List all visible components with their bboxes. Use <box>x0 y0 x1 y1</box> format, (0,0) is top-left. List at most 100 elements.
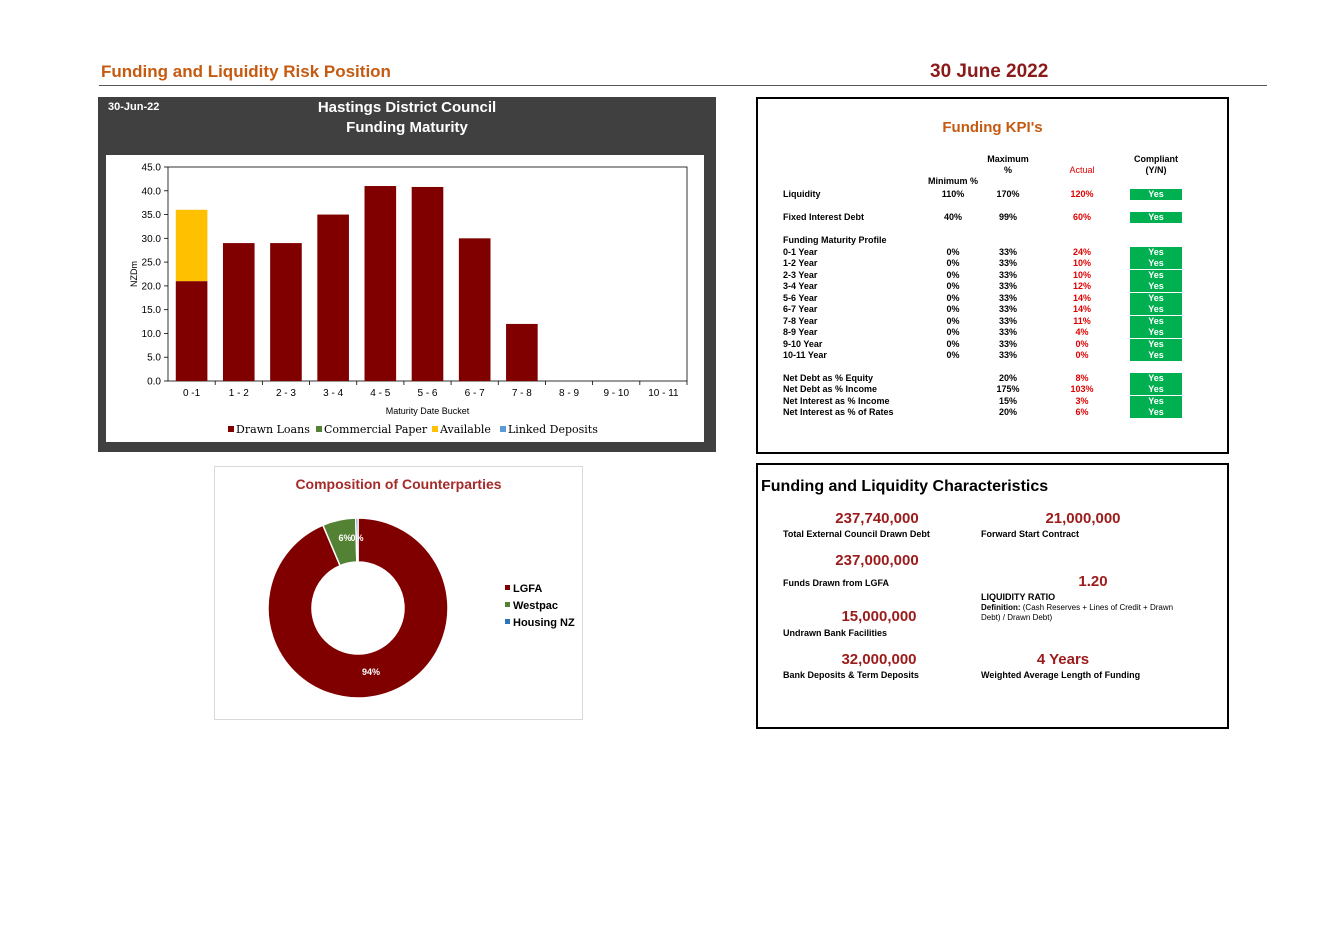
slice-data-label: 0% <box>350 533 363 543</box>
kpi-label: 2-3 Year <box>783 269 818 280</box>
kpi-max: 33% <box>998 292 1017 303</box>
liquidity-ratio-definition: Definition: (Cash Reserves + Lines of Cr… <box>981 603 1174 622</box>
total-debt-label: Total External Council Drawn Debt <box>783 529 930 539</box>
pie-legend-swatch <box>505 585 510 590</box>
kpi-profile-row: 3-4 Year 0% 33% 12% Yes <box>758 280 1227 292</box>
pie-legend-label: Housing NZ <box>513 617 575 629</box>
kpi-label: 5-6 Year <box>783 292 818 303</box>
kpi-label: 6-7 Year <box>783 304 818 314</box>
kpi-actual: 0% <box>1075 350 1089 360</box>
kpi-actual: 10% <box>1072 269 1091 280</box>
bar-available <box>175 209 208 282</box>
slice-lgfa <box>267 517 449 699</box>
kpi-min: 0% <box>946 281 960 291</box>
y-tick-label: 0.0 <box>147 377 161 388</box>
kpi-compliant-badge: Yes <box>1130 350 1182 361</box>
kpi-profile-row: 2-3 Year 0% 33% 10% Yes <box>758 269 1227 281</box>
undrawn-value: 15,000,000 <box>841 608 917 625</box>
kpi-min: 40% <box>943 212 962 222</box>
pie-legend-item: Housing NZ <box>505 617 575 629</box>
legend-item: Available <box>432 423 491 436</box>
slice-housing-nz <box>354 517 359 563</box>
kpi-compliant-badge: Yes <box>1130 372 1182 384</box>
x-tick-label: 2 - 3 <box>276 388 296 399</box>
characteristics-title: Funding and Liquidity Characteristics <box>761 478 1049 495</box>
kpi-actual: 10% <box>1072 258 1091 268</box>
kpi-max: 99% <box>998 212 1017 222</box>
y-tick-label: 5.0 <box>147 353 161 364</box>
kpi-actual: 3% <box>1075 395 1089 406</box>
x-tick-label: 0 -1 <box>183 388 201 399</box>
legend-swatch <box>316 426 322 432</box>
kpi-min: 0% <box>946 327 960 337</box>
kpi-profile-row: 7-8 Year 0% 33% 11% Yes <box>758 315 1227 327</box>
kpi-actual: 6% <box>1075 407 1089 417</box>
kpi-compliant-badge: Yes <box>1130 395 1182 407</box>
kpi-compliant-badge: Yes <box>1130 258 1182 269</box>
funding-maturity-profile-heading: Funding Maturity Profile <box>783 235 887 245</box>
funding-maturity-chart-panel: 30-Jun-22 Hastings District Council Fund… <box>98 97 716 452</box>
bar-drawn-loans <box>364 186 397 381</box>
kpi-compliant-badge: Yes <box>1130 327 1182 338</box>
kpi-header-min: Minimum % <box>927 176 978 186</box>
kpi-row: Liquidity 110% 170% 120% Yes <box>758 188 1227 200</box>
kpi-max: 33% <box>998 327 1017 337</box>
kpi-profile-row: 0-1 Year 0% 33% 24% Yes <box>758 246 1227 258</box>
kpi-label: 8-9 Year <box>783 327 818 337</box>
y-axis-label: NZDm <box>129 261 139 287</box>
bar-drawn-loans <box>270 243 302 381</box>
x-tick-label: 6 - 7 <box>465 388 485 399</box>
kpi-actual: 120% <box>1070 189 1094 199</box>
pie-legend-item: Westpac <box>505 600 558 612</box>
kpi-label: Net Debt as % Income <box>783 384 878 394</box>
liquidity-ratio-value: 1.20 <box>1078 573 1108 590</box>
pie-title: Composition of Counterparties <box>295 476 502 492</box>
lgfa-value: 237,000,000 <box>835 552 919 569</box>
kpi-max: 33% <box>998 338 1017 349</box>
legend-label: Linked Deposits <box>508 423 598 436</box>
kpi-max: 33% <box>998 304 1017 314</box>
kpi-debt-row: Net Debt as % Income 175% 103% Yes <box>758 383 1227 395</box>
kpi-actual: 12% <box>1072 281 1091 291</box>
kpi-compliant-badge: Yes <box>1130 212 1182 223</box>
kpi-debt-row: Net Interest as % of Rates 20% 6% Yes <box>758 406 1227 418</box>
legend-item: Linked Deposits <box>500 423 598 436</box>
kpi-title: Funding KPI's <box>942 119 1043 136</box>
kpi-max: 33% <box>998 269 1017 280</box>
bar-drawn-loans <box>506 323 538 381</box>
kpi-max: 33% <box>998 258 1017 268</box>
kpi-header-compliant: Compliant (Y/N) <box>1134 154 1178 175</box>
x-tick-label: 9 - 10 <box>603 388 629 399</box>
y-tick-label: 45.0 <box>142 163 162 174</box>
kpi-min: 0% <box>946 304 960 314</box>
kpi-label: 1-2 Year <box>783 258 818 268</box>
kpi-compliant-badge: Yes <box>1130 292 1182 304</box>
funding-maturity-bar-chart: 0.0 5.0 10.0 15.0 20.0 25.0 30.0 35.0 40.0 45.0 0 … <box>129 163 688 436</box>
kpi-actual: 8% <box>1075 372 1089 383</box>
liquidity-ratio-label: LIQUIDITY RATIO <box>981 592 1056 602</box>
kpi-min: 0% <box>946 269 960 280</box>
y-tick-label: 35.0 <box>142 210 162 221</box>
bar-drawn-loans <box>317 214 349 381</box>
x-tick-label: 1 - 2 <box>229 388 249 399</box>
kpi-profile-row: 8-9 Year 0% 33% 4% Yes <box>758 326 1227 338</box>
kpi-label: Net Debt as % Equity <box>783 372 874 383</box>
kpi-compliant-badge: Yes <box>1130 269 1182 281</box>
bar-drawn-loans <box>458 238 491 381</box>
kpi-min: 0% <box>946 315 960 326</box>
kpi-actual: 24% <box>1072 246 1091 257</box>
kpi-max: 20% <box>998 372 1017 383</box>
deposits-label: Bank Deposits & Term Deposits <box>783 670 919 680</box>
legend-swatch <box>228 426 234 432</box>
kpi-profile-row: 6-7 Year 0% 33% 14% Yes <box>758 303 1227 315</box>
kpi-profile-row: 10-11 Year 0% 33% 0% Yes <box>758 349 1227 361</box>
kpi-compliant-badge: Yes <box>1130 315 1182 327</box>
header-divider <box>99 85 1267 86</box>
kpi-label: Fixed Interest Debt <box>783 212 865 222</box>
pie-legend-swatch <box>505 602 510 607</box>
kpi-max: 33% <box>998 350 1017 360</box>
kpi-label: 10-11 Year <box>783 350 827 360</box>
kpi-label: Liquidity <box>783 189 821 199</box>
chart-date: 30-Jun-22 <box>108 101 160 113</box>
chart-area: 0.0 5.0 10.0 15.0 20.0 25.0 30.0 35.0 40.0 45.0 0 … <box>106 155 704 442</box>
